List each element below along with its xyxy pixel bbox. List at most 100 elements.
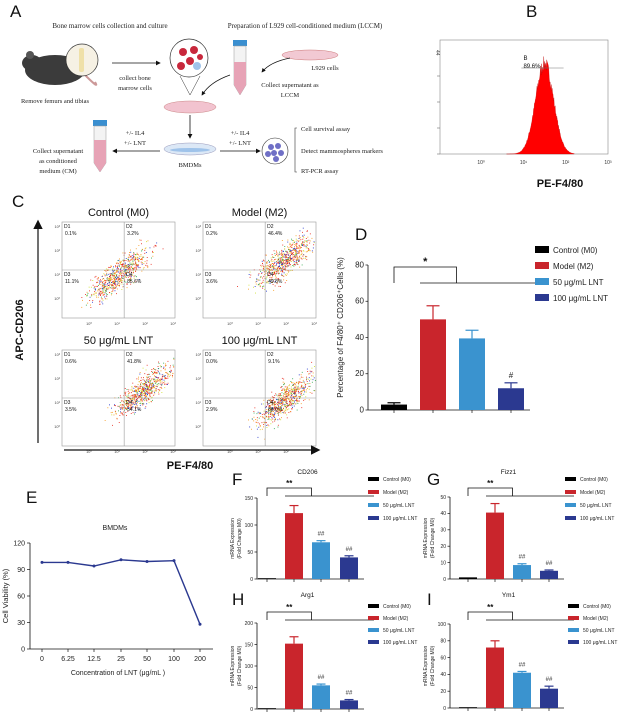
scatter-point [302,236,304,237]
scatter-point [263,266,265,268]
scatter-point [306,256,308,258]
bmdms-label: BMDMs [178,162,202,169]
scatter-point [298,238,300,239]
quadrant-percent: 41.8% [127,359,142,365]
scatter-point [137,388,139,390]
scatter-point [288,412,290,413]
scatter-point [253,412,255,414]
legend-label: 50 μg/mL LNT [553,278,604,287]
scatter-point [298,257,300,259]
scatter-point [125,268,127,270]
scatter-point [270,413,272,414]
scatter-point [280,262,282,264]
scatter-point [130,413,132,414]
scatter-point [269,264,271,266]
scatter-point [266,276,268,278]
scatter-point [112,285,113,286]
scatter-point [295,252,297,254]
scatter-point [116,288,118,290]
scatter-point [120,271,122,273]
scatter-point [291,260,292,262]
scatter-point [291,408,293,410]
scatter-point [291,394,293,396]
scatter-point [280,270,281,272]
scatter-point [131,404,133,406]
scatter-point [168,376,170,378]
scatter-point [283,411,285,413]
scatter-point [121,289,123,290]
scatter-point [285,408,287,410]
scatter-point [133,267,135,269]
scatter-point [149,381,151,383]
scatter-point [112,290,114,292]
scatter-point [292,400,294,401]
scatter-point [155,380,157,382]
scatter-point [143,399,145,401]
scatter-point [146,388,148,390]
scatter-point [271,254,273,256]
scatter-point [162,375,163,377]
scatter-point [152,387,154,389]
scatter-point [299,398,300,399]
scatter-point [295,249,297,251]
scatter-points [248,361,316,440]
scatter-point [114,287,116,289]
scatter-point [282,268,284,270]
x-tick-label: 10¹ [255,322,261,326]
scatter-point [143,403,145,405]
scatter-point [145,247,147,249]
scatter-point [132,400,134,402]
scatter-point [161,381,163,383]
scatter-point [165,363,166,365]
scatter-point [281,270,283,272]
scatter-point [146,391,148,393]
scatter-point [271,411,273,413]
scatter-point [296,257,298,259]
scatter-point [312,375,314,377]
scatter-point [131,386,133,387]
scatter-point [275,406,277,408]
scatter-point [87,302,89,304]
scatter-point [287,396,288,398]
scatter-point [104,291,106,293]
scatter-point [277,259,279,261]
scatter-point [287,395,289,397]
scatter-point [100,284,102,286]
scatter-point [142,389,144,391]
scatter-point [136,392,138,394]
y-tick-label: 90 [17,567,25,574]
scatter-point [115,279,117,280]
scatter-point [172,373,174,375]
scatter-point [290,251,292,253]
scatter-point [141,388,143,390]
scatter-point [128,404,130,406]
scatter-point [113,280,115,282]
scatter-point [123,260,125,262]
scatter-point [133,275,135,277]
scatter-point [313,377,315,379]
scatter-point [125,407,127,409]
scatter-point [106,272,108,274]
scatter-point [277,402,279,404]
scatter-point [274,419,276,421]
scatter-point [112,282,114,284]
scatter-point [135,406,136,407]
scatter-point [295,389,297,391]
scatter-point [307,378,309,380]
scatter-point [131,398,133,400]
scatter-point [281,268,282,270]
scatter-point [134,395,136,396]
x-tick-label: 10⁰ [227,322,233,326]
scatter-point [131,262,133,264]
scatter-point [130,401,132,402]
scatter-point [289,244,291,246]
scatter-point [113,275,115,276]
scatter-point [159,381,161,383]
scatter-point [309,373,311,375]
scatter-point [132,395,134,397]
quadrant-percent: 9.1% [268,359,280,365]
scatter-point [108,278,110,280]
scatter-point [256,425,257,427]
scatter-point [286,251,288,253]
scatter-point [119,415,121,416]
